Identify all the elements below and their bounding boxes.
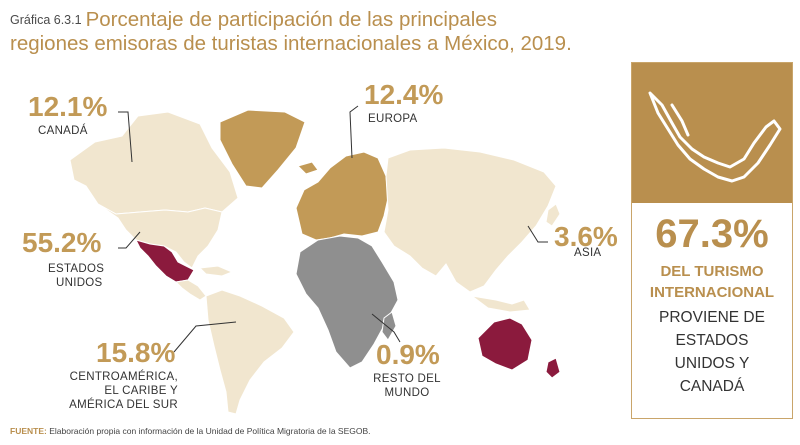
asia-shape (383, 147, 557, 293)
europe-leader-line (349, 105, 359, 159)
asia-percent: 3.6% (554, 221, 618, 252)
greenland-shape (219, 109, 306, 189)
latam-leader-line (173, 321, 237, 353)
panel-header (632, 63, 792, 203)
south-america-shape (205, 289, 295, 415)
panel-bold-text: DEL TURISMO INTERNACIONAL (632, 261, 792, 303)
usa-percent: 55.2% (22, 227, 102, 258)
mexico-shape (135, 239, 195, 283)
new-zealand-shape (545, 357, 561, 379)
rest-leader-line (371, 313, 401, 343)
latam-label-line-3: AMÉRICA DEL SUR (69, 399, 178, 411)
canada-leader-line (118, 111, 133, 163)
panel-bold-line-1: DEL TURISMO (660, 263, 764, 280)
panel-bold-line-2: INTERNACIONAL (649, 284, 775, 301)
japan-shape (545, 203, 561, 227)
central-america-shape (174, 279, 207, 301)
caribbean-shape (198, 265, 234, 277)
usa-label-line-1: ESTADOS (48, 263, 105, 275)
panel-line-1: PROVIENE DE (659, 309, 765, 326)
title-line-1: Porcentaje de participación de las princ… (85, 8, 497, 31)
asia-leader-line (527, 225, 548, 243)
panel-line-3: UNIDOS Y (674, 355, 750, 372)
source-label: FUENTE: (10, 426, 47, 436)
asia-label: ASIA (574, 247, 602, 259)
canada-percent: 12.1% (28, 91, 108, 122)
world-map (69, 105, 561, 415)
australia-shape (477, 317, 533, 371)
madagascar-shape (381, 311, 397, 341)
canada-shape (69, 111, 239, 215)
rest-percent: 0.9% (376, 339, 440, 370)
southeast-asia-islands-shape (471, 295, 531, 313)
chart-number: Gráfica 6.3.1 (10, 13, 82, 27)
panel-body-text: PROVIENE DE ESTADOS UNIDOS Y CANADÁ (632, 306, 792, 398)
chart-title: Gráfica 6.3.1 Porcentaje de participación… (10, 8, 650, 56)
latam-percent: 15.8% (96, 337, 176, 368)
africa-shape (295, 235, 399, 369)
mexico-outline-icon (648, 91, 782, 183)
latam-label-line-2: EL CARIBE Y (104, 385, 178, 397)
rest-label-line-1: RESTO DEL (373, 373, 441, 385)
panel-percent: 67.3% (655, 212, 769, 256)
summary-panel: 67.3% DEL TURISMO INTERNACIONAL PROVIENE… (631, 62, 793, 419)
source-note: FUENTE: Elaboración propia con informaci… (10, 426, 371, 436)
panel-line-4: CANADÁ (679, 378, 745, 395)
usa-leader-line (118, 231, 141, 249)
europe-percent: 12.4% (364, 79, 444, 110)
usa-label-line-2: UNIDOS (56, 277, 103, 289)
canada-label: CANADÁ (38, 125, 88, 137)
rest-label-line-2: MUNDO (384, 387, 430, 399)
source-text: Elaboración propia con información de la… (49, 426, 371, 436)
europe-label: EUROPA (368, 113, 418, 125)
title-line-2: regiones emisoras de turistas internacio… (10, 32, 572, 55)
latam-label-line-1: CENTROAMÉRICA, (69, 371, 178, 383)
panel-line-2: ESTADOS (675, 332, 749, 349)
iceland-shape (297, 161, 319, 175)
